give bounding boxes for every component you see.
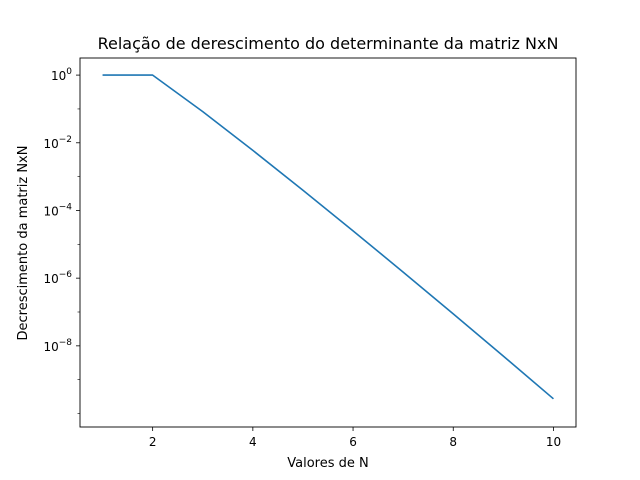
x-tick-label: 8	[449, 435, 457, 449]
x-tick-label: 2	[149, 435, 157, 449]
y-tick-label: 10−4	[43, 202, 72, 218]
x-tick-label: 4	[249, 435, 257, 449]
y-tick-label: 10−2	[43, 135, 72, 151]
y-tick-label: 100	[51, 67, 72, 83]
y-tick-label: 10−6	[43, 270, 72, 286]
x-tick-label: 10	[546, 435, 561, 449]
axes-frame	[79, 57, 577, 428]
plot-area: 2 4 6 8 10 100 10−2 10−4 10−6 10−8	[43, 57, 577, 449]
y-tick-label: 10−8	[43, 338, 72, 354]
y-axis-label: Decrescimento da matriz NxN	[16, 146, 31, 341]
series-line-0	[102, 74, 554, 400]
x-axis-label: Valores de N	[287, 456, 369, 471]
chart-title: Relação de derescimento do determinante …	[98, 34, 559, 53]
x-tick-label: 6	[349, 435, 357, 449]
